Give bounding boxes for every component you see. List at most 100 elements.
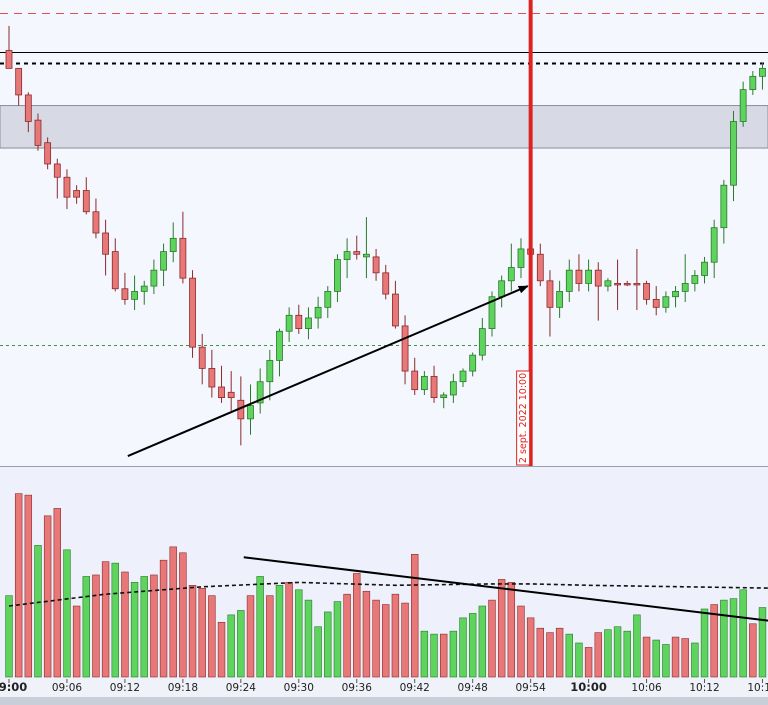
volume-bar: [449, 630, 458, 678]
volume-bar: [43, 515, 52, 678]
candle: [633, 248, 641, 310]
volume-bar: [275, 585, 284, 678]
candle: [546, 270, 554, 337]
candle: [420, 371, 428, 395]
volume-bar: [150, 574, 158, 678]
candle: [478, 317, 486, 361]
candle: [710, 219, 718, 279]
volume-bar: [53, 508, 62, 678]
volume-bar: [546, 632, 554, 678]
candle: [208, 349, 216, 398]
volume-bar: [739, 589, 747, 678]
x-tick-label: 09:36: [342, 682, 373, 694]
candle: [295, 304, 303, 334]
candle: [391, 280, 399, 329]
volume-bar: [468, 613, 477, 678]
volume-bar: [526, 617, 535, 678]
volume-bar: [720, 599, 728, 678]
volume-bars-layer: [5, 493, 767, 678]
resistance-zone-layer: [0, 105, 768, 149]
event-label: 2 sept. 2022 10:00: [518, 373, 529, 463]
candle: [672, 286, 679, 308]
volume-moving-average: [8, 581, 768, 607]
volume-bar: [34, 545, 42, 678]
volume-bar: [101, 561, 110, 678]
candle: [401, 315, 409, 385]
volume-bar: [633, 614, 641, 678]
volume-bar: [652, 639, 660, 678]
volume-bar: [353, 573, 361, 678]
candle: [585, 259, 592, 292]
volume-bar: [671, 636, 680, 678]
bottom-scrollbar[interactable]: [0, 697, 768, 705]
candle: [440, 392, 448, 409]
volume-bar: [691, 642, 699, 678]
candle: [53, 158, 61, 199]
price-trend-arrow: [127, 285, 529, 457]
candle: [15, 67, 23, 106]
candle: [652, 286, 660, 316]
candle: [517, 238, 525, 279]
volume-bar: [295, 589, 303, 678]
volume-bar: [169, 546, 177, 678]
volume-bar: [507, 582, 516, 678]
volume-bar: [710, 604, 718, 678]
volume-bar: [411, 553, 419, 678]
candle: [169, 222, 177, 263]
volume-bar: [304, 599, 313, 678]
candle: [198, 333, 206, 385]
volume-bar: [681, 638, 689, 678]
volume-bar: [391, 593, 400, 678]
volume-bar: [459, 617, 467, 678]
x-tick-label: 09:00: [0, 680, 27, 694]
candle: [507, 243, 515, 292]
volume-bar: [179, 552, 187, 678]
candlesticks-layer: [5, 25, 766, 446]
volume-bar: [729, 598, 738, 678]
volume-bar: [92, 574, 100, 678]
candle: [469, 352, 477, 377]
resistance-zone: [0, 105, 768, 149]
candle: [556, 280, 564, 318]
volume-bar: [536, 627, 545, 678]
volume-bar: [662, 644, 670, 678]
candle: [121, 272, 129, 305]
candle: [131, 275, 138, 310]
candle: [179, 211, 187, 284]
candle: [111, 238, 119, 292]
x-tick-label: 09:48: [458, 682, 488, 694]
volume-bar: [623, 630, 631, 678]
candle: [305, 307, 312, 340]
candle: [430, 365, 438, 403]
candle: [749, 71, 757, 95]
candle: [449, 373, 457, 403]
candle: [623, 280, 631, 287]
volume-bar: [584, 647, 593, 678]
candle: [189, 270, 196, 358]
candle: [411, 357, 419, 395]
volume-bar: [700, 608, 709, 678]
candle: [701, 256, 708, 284]
volume-bar: [324, 611, 332, 678]
candle: [73, 185, 81, 204]
candle: [343, 238, 351, 279]
volume-bar: [333, 601, 342, 678]
candle: [256, 368, 264, 414]
volume-bar: [565, 633, 573, 678]
candle: [382, 264, 390, 300]
volume-bar: [488, 599, 496, 678]
candle: [140, 280, 148, 305]
volume-bar: [130, 582, 139, 678]
volume-bar: [198, 587, 206, 678]
candle: [488, 291, 496, 337]
candle: [565, 259, 573, 303]
volume-bar: [237, 610, 245, 678]
volume-bar: [24, 494, 33, 678]
candle: [739, 81, 747, 127]
x-tick-label: 10:18: [747, 682, 768, 694]
trend-arrows-layer: [127, 285, 768, 622]
volume-bar: [121, 571, 129, 678]
candle: [266, 349, 274, 401]
volume-bar: [314, 626, 322, 678]
price-panel-background: [0, 0, 768, 466]
